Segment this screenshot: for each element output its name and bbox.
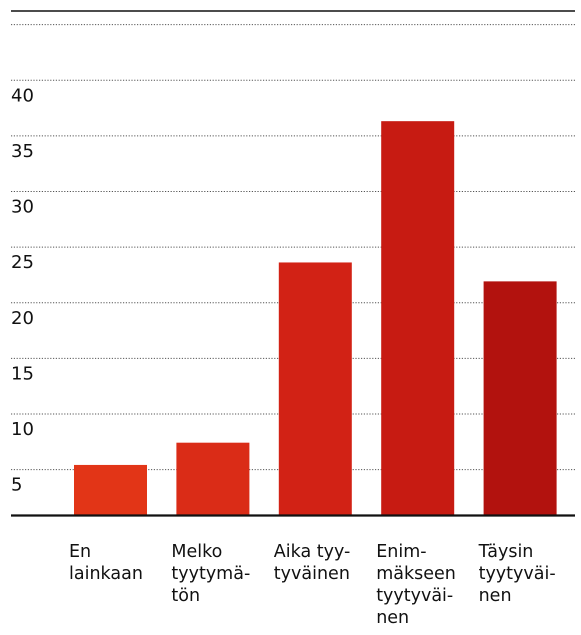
- bar: [381, 121, 455, 516]
- y-tick-label: 40: [11, 85, 34, 106]
- bar: [278, 262, 352, 515]
- bar: [483, 281, 557, 515]
- x-tick-label: En lainkaan: [69, 542, 143, 584]
- y-tick-label: 30: [11, 197, 34, 218]
- y-tick-label: 10: [11, 419, 34, 440]
- x-tick-label: Aika tyy-tyväinen: [274, 542, 351, 584]
- bar: [176, 442, 250, 515]
- y-tick-label: 5: [11, 475, 22, 496]
- bar: [74, 464, 147, 515]
- y-tick-label: 35: [11, 141, 34, 162]
- y-tick-label: 25: [11, 252, 34, 273]
- y-tick-label: 20: [11, 308, 34, 329]
- x-tick-label: Enim-mäkseen tyytyväi-nen: [376, 542, 456, 628]
- y-tick-label: 15: [11, 363, 34, 384]
- x-tick-label: Melko tyytymä-tön: [171, 542, 250, 606]
- x-tick-label: Täysin tyytyväi-nen: [478, 542, 556, 606]
